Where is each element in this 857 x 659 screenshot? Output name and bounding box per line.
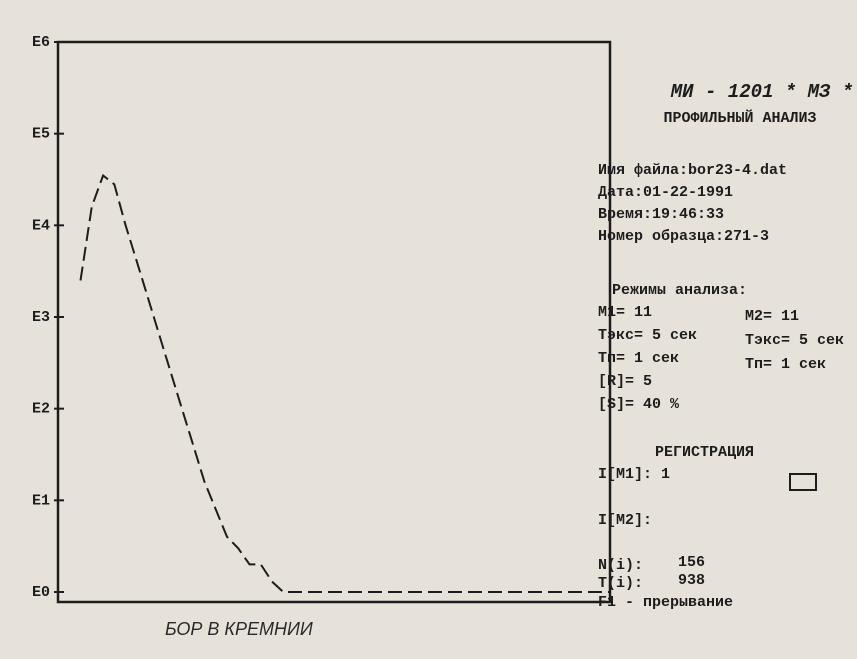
y-tick-label: E2 xyxy=(32,401,50,418)
y-tick-label: E1 xyxy=(32,492,50,509)
y-tick-label: E3 xyxy=(32,309,50,326)
y-tick-label: E6 xyxy=(32,34,50,51)
page: МИ - 1201 * МЗ * ПРОФИЛЬНЫЙ АНАЛИЗ Имя ф… xyxy=(0,0,857,659)
caption: БОР В КРЕМНИИ xyxy=(165,619,313,639)
n-value: 156 xyxy=(678,554,705,571)
registration-title: РЕГИСТРАЦИЯ xyxy=(655,444,754,461)
t-value: 938 xyxy=(678,572,705,589)
mode-left: Тэкс= 5 сек xyxy=(598,327,697,344)
mode-right: Тэкс= 5 сек xyxy=(745,332,844,349)
subtitle: ПРОФИЛЬНЫЙ АНАЛИЗ xyxy=(663,109,816,127)
footer: F1 - прерывание xyxy=(598,594,733,611)
screen: МИ - 1201 * МЗ * ПРОФИЛЬНЫЙ АНАЛИЗ Имя ф… xyxy=(0,0,857,659)
y-tick-label: E5 xyxy=(32,126,50,143)
n-label: N(i): xyxy=(598,557,643,574)
mode-left: M1= 11 xyxy=(598,304,652,321)
info-line: Время:19:46:33 xyxy=(598,206,724,223)
modes-title: Режимы анализа: xyxy=(612,282,747,299)
mode-left: [R]= 5 xyxy=(598,373,652,390)
i-m2: I[M2]: xyxy=(598,512,652,529)
t-label: T(i): xyxy=(598,575,643,592)
y-tick-label: E0 xyxy=(32,584,50,601)
y-tick-label: E4 xyxy=(32,217,50,234)
mode-right: Тп= 1 сек xyxy=(745,356,826,373)
i-m1: I[M1]: 1 xyxy=(598,466,670,483)
mode-right: M2= 11 xyxy=(745,308,799,325)
info-line: Номер образца:271-3 xyxy=(598,228,769,245)
mode-left: [S]= 40 % xyxy=(598,396,680,413)
info-line: Имя файла:bor23-4.dat xyxy=(598,162,787,179)
info-line: Дата:01-22-1991 xyxy=(598,184,733,201)
mode-left: Тп= 1 сек xyxy=(598,350,679,367)
title: МИ - 1201 * МЗ * xyxy=(670,81,853,103)
